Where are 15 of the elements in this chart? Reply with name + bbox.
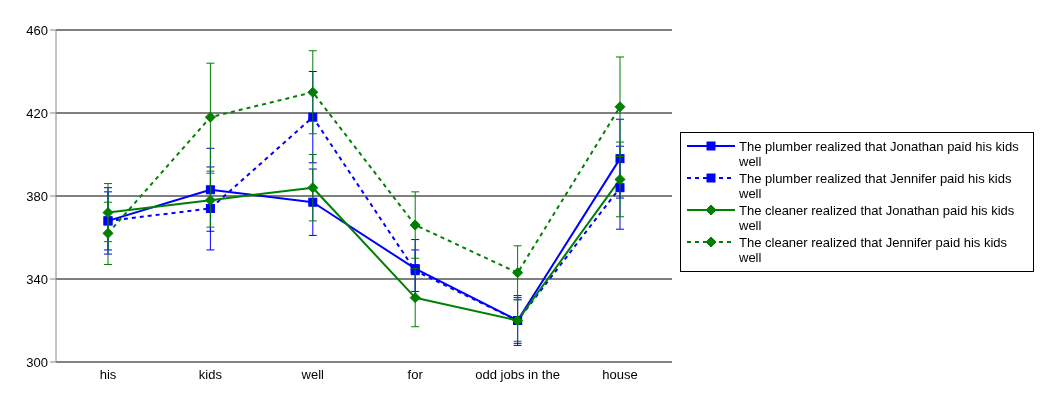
legend-label: The plumber realized that Jennifer paid his kids well bbox=[739, 171, 1013, 201]
x-tick-label: odd jobs in the bbox=[475, 367, 560, 383]
x-tick-label: his bbox=[99, 367, 117, 383]
x-tick-label: house bbox=[602, 367, 638, 383]
y-tick-label: 300 bbox=[26, 354, 48, 370]
legend-label: The cleaner realized that Jonathan paid his kids well bbox=[739, 203, 1016, 233]
y-tick-label: 340 bbox=[26, 271, 48, 287]
x-tick-label: well bbox=[300, 367, 325, 383]
y-tick-label: 380 bbox=[26, 188, 48, 204]
y-tick-label: 460 bbox=[26, 22, 48, 38]
legend-label: The plumber realized that Jonathan paid his kids well bbox=[739, 139, 1020, 169]
x-tick-label: kids bbox=[198, 367, 223, 383]
y-tick-label: 420 bbox=[26, 105, 48, 121]
x-tick-label: for bbox=[407, 367, 424, 383]
legend-label: The cleaner realized that Jennifer paid his kids well bbox=[739, 235, 1009, 265]
